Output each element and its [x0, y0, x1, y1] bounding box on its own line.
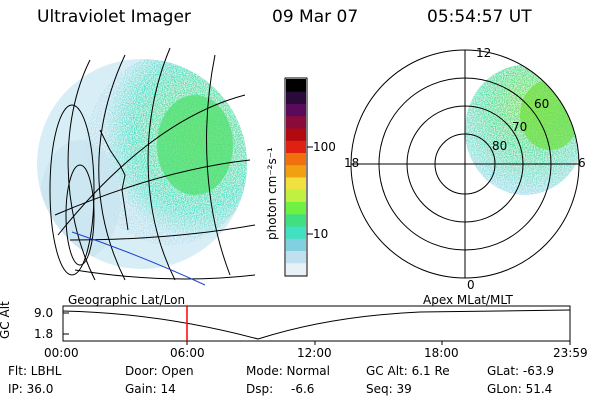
colorbar-band — [286, 128, 306, 141]
status-ip: IP: 36.0 — [8, 382, 54, 396]
polar-label-6: 6 — [578, 156, 586, 170]
colorbar-band — [286, 238, 306, 251]
altitude-curve — [62, 309, 571, 340]
colorbar-band — [286, 201, 306, 215]
status-dsp-label: Dsp: — [246, 382, 274, 396]
timeline-xtick-3: 18:00 — [424, 346, 459, 360]
colorbar-band — [286, 91, 306, 104]
colorbar-band — [286, 164, 306, 178]
colorbar-band — [286, 177, 306, 190]
colorbar-band — [286, 226, 306, 239]
colorbar-band — [286, 250, 306, 264]
status-door: Door: Open — [125, 364, 194, 378]
colorbar-band — [286, 189, 306, 202]
polar-label-12: 12 — [476, 46, 492, 60]
status-mode: Mode: Normal — [246, 364, 330, 378]
colorbar-band — [286, 262, 306, 276]
colorbar-band — [286, 152, 306, 166]
timeline-ytick-high: 9.0 — [34, 306, 54, 320]
polar-ring-80: 80 — [492, 139, 508, 153]
colorbar-band — [286, 115, 306, 129]
instrument-title: Ultraviolet Imager — [37, 7, 191, 27]
polar-ring-70: 70 — [512, 120, 528, 134]
polar-label-18: 18 — [344, 156, 360, 170]
colorbar-band — [286, 213, 306, 227]
colorbar-tick-10: 10 — [313, 227, 329, 241]
status-glat: GLat: -63.9 — [487, 364, 554, 378]
date-label: 09 Mar 07 — [272, 7, 359, 27]
polar-ring-60: 60 — [534, 97, 550, 111]
colorbar-band — [286, 79, 306, 92]
status-gain: Gain: 14 — [125, 382, 176, 396]
timeline-axis-label: GC Alt — [0, 301, 12, 339]
status-gc-alt: GC Alt: 6.1 Re — [366, 364, 450, 378]
terminator-line — [71, 231, 206, 286]
timeline-xtick-4: 23:59 — [553, 346, 588, 360]
colorbar-band — [286, 103, 306, 117]
colorbar-tick-100: 100 — [313, 140, 336, 154]
colorbar-unit-label: photon cm⁻²s⁻¹ — [265, 147, 279, 240]
status-seq: Seq: 39 — [366, 382, 412, 396]
polar-label-0: 0 — [467, 278, 475, 292]
polar-mlt-plot — [350, 49, 580, 279]
timeline-left-title: Geographic Lat/Lon — [68, 293, 186, 307]
time-label: 05:54:57 UT — [427, 7, 532, 27]
timeline-plot — [62, 305, 571, 345]
timeline-xtick-0: 00:00 — [44, 346, 79, 360]
earth-uv-image — [37, 47, 256, 286]
colorbar-band — [286, 140, 306, 153]
timeline-right-title: Apex MLat/MLT — [423, 293, 513, 307]
timeline-xtick-2: 12:00 — [297, 346, 332, 360]
colorbar — [284, 77, 313, 277]
timeline-xtick-1: 06:00 — [170, 346, 205, 360]
timeline-ytick-low: 1.8 — [34, 327, 54, 341]
status-dsp-value: -6.6 — [291, 382, 315, 396]
status-glon: GLon: 51.4 — [487, 382, 553, 396]
status-filter: Flt: LBHL — [8, 364, 62, 378]
